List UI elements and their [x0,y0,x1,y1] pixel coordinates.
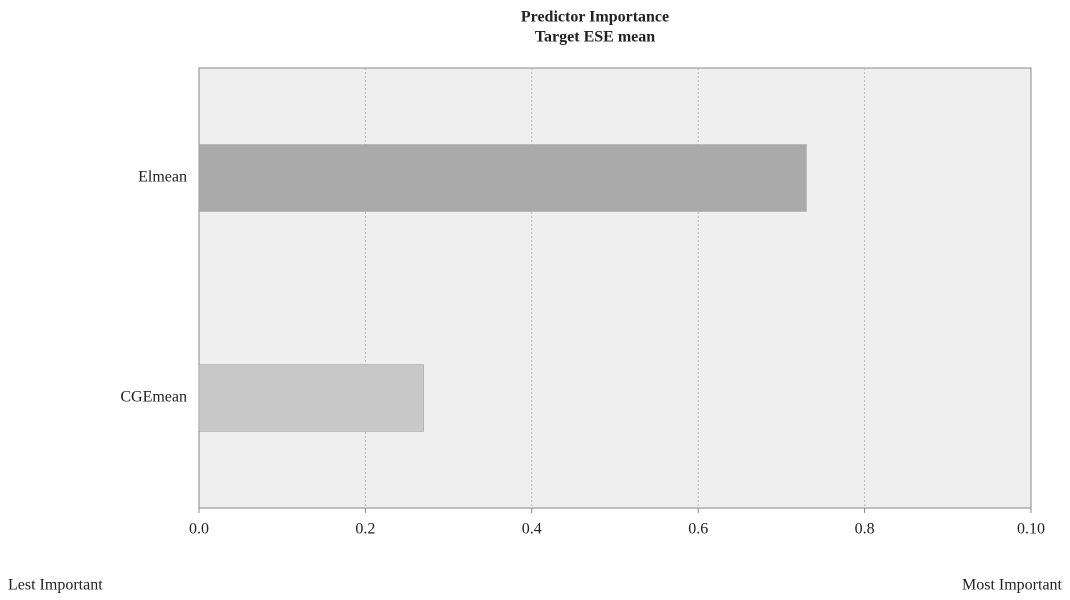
chart-subtitle: Target ESE mean [535,29,655,46]
x-tick-label: 0.10 [1017,521,1045,538]
x-tick-label: 0.4 [522,521,542,538]
annotation: Most Important [962,577,1063,594]
x-tick-label: 0.0 [189,521,209,538]
annotation: Lest Important [8,577,103,594]
x-tick-label: 0.2 [355,521,375,538]
bar [198,144,807,212]
x-tick-label: 0.6 [688,521,708,538]
y-tick-label: Elmean [138,169,187,186]
x-tick-label: 0.8 [855,521,875,538]
plot-area [198,67,1032,509]
y-tick-label: CGEmean [120,389,187,406]
chart-title: Predictor Importance [521,9,669,26]
bar [198,364,424,432]
